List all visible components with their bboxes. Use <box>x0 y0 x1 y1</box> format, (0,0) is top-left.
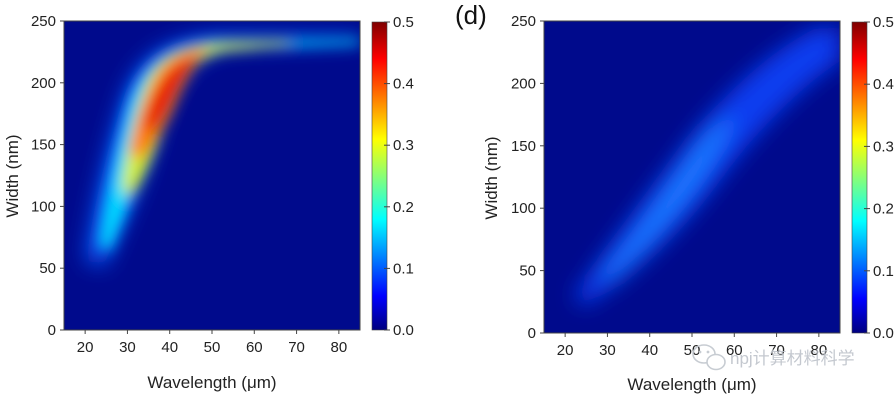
heatmap-glow-right <box>574 27 840 306</box>
heat-region-lightblue-right <box>599 116 734 283</box>
axis-ticks-right: 20 30 40 50 60 70 80 0 50 100 150 200 250 <box>511 13 827 359</box>
x-tick-label: 30 <box>599 342 616 359</box>
colorbar-frame-left <box>371 21 388 331</box>
y-tick-label: 50 <box>39 260 56 277</box>
y-tick-label: 0 <box>48 322 56 339</box>
x-tick-label: 60 <box>246 339 263 356</box>
colorbar-tick-label: 0.2 <box>393 199 414 216</box>
y-tick-label: 150 <box>511 138 536 155</box>
heatmap-panel-right: 20 30 40 50 60 70 80 0 50 100 150 200 250 Wavelength… <box>455 0 894 394</box>
colorbar-tick-label: 0.3 <box>873 138 894 155</box>
colorbar-tick-label: 0.5 <box>873 14 894 31</box>
colorbar-tick-label: 0.0 <box>393 322 414 339</box>
x-tick-label: 70 <box>768 342 785 359</box>
y-tick-label: 0 <box>528 325 536 342</box>
x-tick-label: 20 <box>77 339 94 356</box>
x-tick-label: 80 <box>331 339 348 356</box>
colorbar-tick-label: 0.5 <box>393 14 414 31</box>
colorbar-tick-label: 0.1 <box>873 263 894 280</box>
x-tick-label: 70 <box>288 339 305 356</box>
x-tick-label: 30 <box>119 339 136 356</box>
x-axis-title-right: Wavelength (μm) <box>627 375 756 394</box>
x-tick-label: 40 <box>641 342 658 359</box>
watermark: npj计算材料科学 <box>692 344 855 371</box>
x-tick-label: 60 <box>726 342 743 359</box>
axis-ticks-left: 20 30 40 50 60 70 80 0 50 100 150 200 250 <box>31 13 347 356</box>
y-tick-label: 150 <box>31 137 56 154</box>
heatmap-plot-area-right <box>544 21 840 333</box>
y-axis-title-right: Width (nm) <box>482 136 501 219</box>
colorbar-tick-label: 0.4 <box>873 76 894 93</box>
y-tick-label: 200 <box>31 75 56 92</box>
colorbar-ticks-right: 0.0 0.1 0.2 0.3 0.4 0.5 <box>864 14 894 342</box>
colorbar-tick-label: 0.1 <box>393 260 414 277</box>
heatmap-plot-area-left <box>64 21 360 330</box>
y-tick-label: 100 <box>31 198 56 215</box>
heat-region-red-left <box>144 56 196 133</box>
y-tick-label: 250 <box>511 13 536 30</box>
y-tick-label: 100 <box>511 200 536 217</box>
colorbar-left <box>372 22 387 330</box>
heatmap-panel-left: 20 30 40 50 60 70 80 0 50 100 150 200 250 Wavelength… <box>3 13 414 392</box>
colorbar-tick-label: 0.0 <box>873 325 894 342</box>
panel-label-right: (d) <box>455 0 487 30</box>
x-tick-label: 80 <box>811 342 828 359</box>
wechat-logo-icon <box>692 344 726 371</box>
heatmap-core-left <box>99 39 360 251</box>
x-tick-label: 50 <box>684 342 701 359</box>
colorbar-tick-label: 0.4 <box>393 76 414 93</box>
colorbar-right <box>852 22 867 333</box>
y-tick-label: 200 <box>511 75 536 92</box>
x-tick-label: 20 <box>557 342 574 359</box>
y-tick-label: 50 <box>519 263 536 280</box>
colorbar-frame-right <box>851 21 868 334</box>
colorbar-tick-label: 0.2 <box>873 201 894 218</box>
watermark-text: npj计算材料科学 <box>730 349 855 368</box>
y-axis-title-left: Width (nm) <box>3 134 22 217</box>
colorbar-ticks-left: 0.0 0.1 0.2 0.3 0.4 0.5 <box>384 14 414 339</box>
x-axis-title-left: Wavelength (μm) <box>147 373 276 392</box>
x-tick-label: 50 <box>204 339 221 356</box>
x-tick-label: 40 <box>161 339 178 356</box>
y-tick-label: 250 <box>31 13 56 30</box>
colorbar-tick-label: 0.3 <box>393 137 414 154</box>
